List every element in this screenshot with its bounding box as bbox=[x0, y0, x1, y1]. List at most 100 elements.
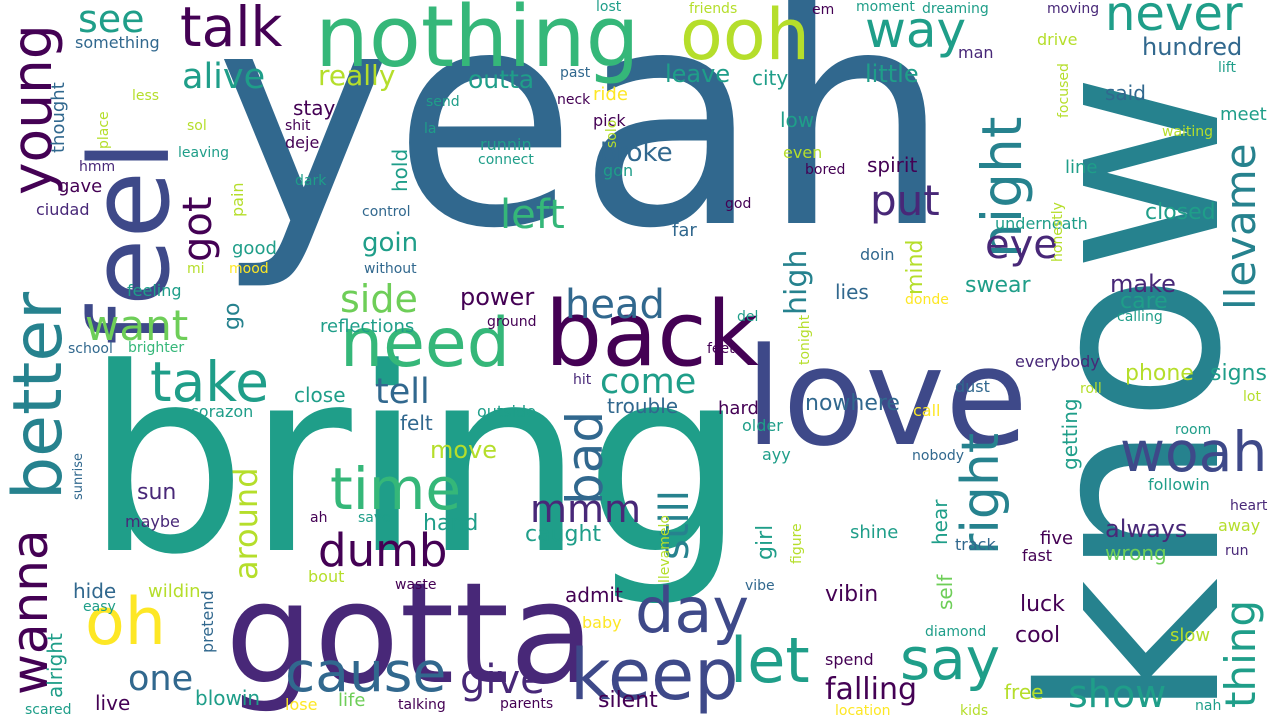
cloud-word-feeling: feeling bbox=[127, 281, 182, 300]
cloud-word-scared: scared bbox=[25, 702, 72, 718]
cloud-word-come: come bbox=[600, 362, 697, 402]
cloud-word-wrong: wrong bbox=[1105, 541, 1167, 565]
cloud-word-sol: sol bbox=[187, 118, 207, 134]
cloud-word-maybe: maybe bbox=[125, 512, 180, 531]
cloud-word-see: see bbox=[78, 0, 145, 41]
cloud-word-mood: mood bbox=[229, 261, 269, 277]
cloud-word-never: never bbox=[1105, 0, 1243, 42]
cloud-word-neck: neck bbox=[557, 92, 591, 108]
cloud-word-five: five bbox=[1040, 528, 1074, 549]
cloud-word-wildin: wildin bbox=[148, 581, 201, 602]
cloud-word-keep: keep bbox=[570, 634, 739, 716]
cloud-word-underneath: underneath bbox=[995, 214, 1088, 233]
cloud-word-brighter: brighter bbox=[128, 340, 185, 356]
cloud-word-la: la bbox=[424, 121, 437, 137]
cloud-word-solo: solo bbox=[604, 119, 620, 148]
cloud-word-talking: talking bbox=[398, 697, 446, 713]
cloud-word-want: want bbox=[85, 301, 189, 350]
cloud-word-slow: slow bbox=[1170, 625, 1211, 646]
cloud-word-hundred: hundred bbox=[1142, 33, 1243, 61]
cloud-word-nowhere: nowhere bbox=[805, 391, 900, 416]
cloud-word-waiting: waiting bbox=[1162, 124, 1214, 140]
cloud-word-moving: moving bbox=[1047, 1, 1100, 17]
cloud-word-past: past bbox=[560, 65, 591, 81]
cloud-word-lost: lost bbox=[596, 0, 622, 15]
cloud-word-tell: tell bbox=[375, 372, 430, 412]
cloud-word-mi: mi bbox=[187, 261, 205, 277]
cloud-word-oh: oh bbox=[85, 585, 166, 660]
cloud-word-live: live bbox=[95, 691, 131, 715]
cloud-word-dreaming: dreaming bbox=[922, 1, 989, 17]
cloud-word-less: less bbox=[132, 88, 160, 104]
cloud-word-far: far bbox=[672, 220, 697, 241]
cloud-word-dust: dust bbox=[955, 377, 990, 396]
cloud-word-girl: girl bbox=[753, 524, 778, 560]
cloud-word-pretend: pretend bbox=[198, 590, 217, 653]
cloud-word-alive: alive bbox=[182, 57, 266, 97]
cloud-word-gon: gon bbox=[603, 161, 634, 180]
cloud-word-hard: hard bbox=[718, 398, 759, 419]
cloud-word-self: self bbox=[933, 574, 957, 610]
cloud-word-spirit: spirit bbox=[867, 153, 918, 177]
cloud-word-spend: spend bbox=[825, 650, 874, 669]
cloud-word-nobody: nobody bbox=[912, 448, 965, 464]
cloud-word-dark: dark bbox=[295, 173, 327, 189]
cloud-word-hit: hit bbox=[573, 372, 592, 388]
cloud-word-power: power bbox=[460, 283, 535, 311]
cloud-word-llevame: llevame bbox=[1216, 143, 1265, 310]
cloud-word-better: better bbox=[0, 291, 78, 500]
cloud-word-let: let bbox=[730, 624, 810, 697]
cloud-word-phone: phone bbox=[1125, 361, 1194, 386]
cloud-word-around: around bbox=[227, 467, 265, 580]
cloud-word-mind: mind bbox=[903, 239, 928, 295]
cloud-word-make: make bbox=[1110, 270, 1176, 298]
cloud-word-swear: swear bbox=[965, 273, 1031, 298]
cloud-word-lift: lift bbox=[1218, 60, 1236, 76]
cloud-word-free: free bbox=[1004, 680, 1044, 704]
cloud-word-lose: lose bbox=[285, 695, 318, 714]
cloud-word-ground: ground bbox=[487, 314, 537, 330]
cloud-word-stay: stay bbox=[293, 96, 336, 120]
cloud-word-hold: hold bbox=[388, 148, 412, 192]
cloud-word-bout: bout bbox=[308, 567, 345, 586]
cloud-word-low: low bbox=[780, 108, 815, 132]
cloud-word-deje: deje bbox=[285, 133, 320, 152]
cloud-word-older: older bbox=[742, 416, 783, 435]
cloud-word-outta: outta bbox=[468, 65, 535, 94]
cloud-word-blowin: blowin bbox=[195, 686, 261, 710]
cloud-word-calling: calling bbox=[1117, 309, 1163, 325]
cloud-word-mmm: mmm bbox=[530, 487, 642, 531]
cloud-word-side: side bbox=[340, 277, 418, 321]
cloud-word-take: take bbox=[150, 350, 269, 414]
cloud-word-thought: thought bbox=[48, 82, 69, 153]
cloud-word-friends: friends bbox=[689, 1, 738, 17]
cloud-word-closed: closed bbox=[1145, 200, 1216, 225]
cloud-word-really: really bbox=[318, 59, 396, 92]
cloud-word-shit: shit bbox=[285, 118, 311, 134]
cloud-word-show: show bbox=[1068, 672, 1167, 716]
cloud-word-runnin: runnin bbox=[480, 135, 532, 154]
cloud-word-nah: nah bbox=[1195, 698, 1222, 714]
cloud-word-waste: waste bbox=[395, 577, 437, 593]
cloud-word-heart: heart bbox=[1230, 498, 1268, 514]
cloud-word-del: del bbox=[737, 309, 759, 325]
cloud-word-save: save bbox=[358, 510, 391, 526]
cloud-word-got: got bbox=[175, 196, 221, 262]
cloud-word-location: location bbox=[835, 703, 891, 719]
cloud-word-god: god bbox=[725, 196, 752, 212]
cloud-word-hand: hand bbox=[423, 511, 479, 536]
cloud-word-caught: caught bbox=[525, 522, 602, 547]
cloud-word-ooh: ooh bbox=[680, 0, 811, 76]
cloud-word-run: run bbox=[1225, 543, 1249, 559]
cloud-word-em: em bbox=[812, 2, 835, 18]
cloud-word-life: life bbox=[338, 690, 366, 711]
cloud-word-everybody: everybody bbox=[1015, 352, 1100, 371]
cloud-word-without: without bbox=[364, 261, 417, 277]
cloud-word-put: put bbox=[870, 176, 940, 225]
cloud-word-good: good bbox=[232, 238, 277, 259]
cloud-word-way: way bbox=[865, 1, 967, 59]
cloud-word-school: school bbox=[68, 341, 113, 357]
cloud-word-honestly: honestly bbox=[1050, 202, 1066, 262]
cloud-word-hide: hide bbox=[73, 579, 117, 603]
cloud-word-back: back bbox=[545, 282, 759, 387]
